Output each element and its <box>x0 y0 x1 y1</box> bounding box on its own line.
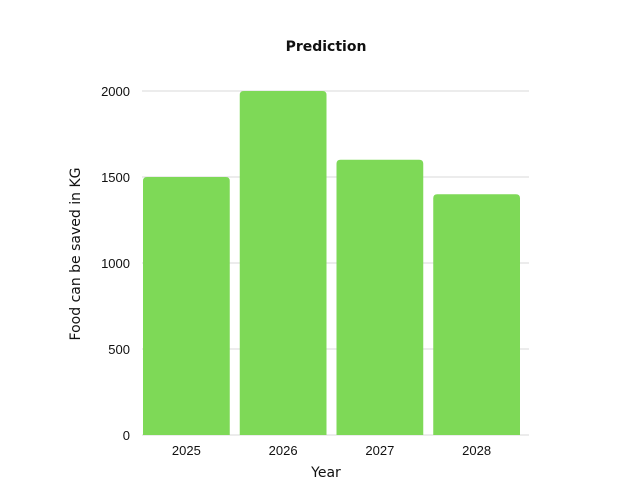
y-tick-label: 1500 <box>101 170 130 185</box>
y-tick-labels: 0 500 1000 1500 2000 <box>101 84 130 443</box>
bars <box>143 91 520 436</box>
bar-2026 <box>239 91 327 435</box>
chart-title: Prediction <box>286 39 367 55</box>
x-tick-labels: 2025 2026 2027 2028 <box>172 443 491 458</box>
x-axis-label: Year <box>310 465 341 481</box>
x-tick-label: 2025 <box>172 443 201 458</box>
bar-2025 <box>143 177 230 435</box>
bar-2028 <box>433 194 520 435</box>
y-tick-label: 2000 <box>101 84 130 99</box>
y-tick-label: 0 <box>123 428 130 443</box>
x-tick-label: 2028 <box>462 443 491 458</box>
x-tick-label: 2026 <box>269 443 298 458</box>
y-tick-label: 500 <box>108 342 130 357</box>
x-tick-label: 2027 <box>365 443 394 458</box>
y-tick-label: 1000 <box>101 256 130 271</box>
bar-2027 <box>336 159 424 436</box>
y-axis-label: Food can be saved in KG <box>68 168 84 341</box>
